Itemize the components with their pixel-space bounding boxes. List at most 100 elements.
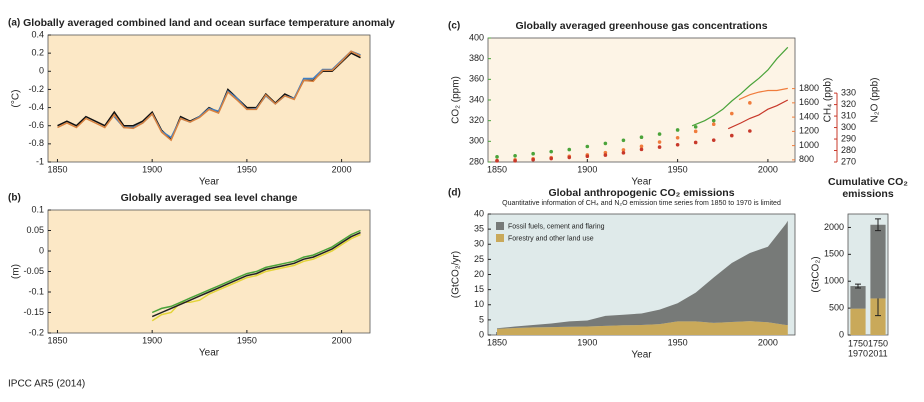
chart-title: Cumulative CO₂	[828, 176, 908, 188]
data-point	[657, 145, 662, 149]
plot-background	[487, 37, 796, 163]
data-point	[675, 135, 680, 140]
data-point	[675, 142, 680, 147]
data-point	[603, 141, 608, 146]
y2-tick-label: 1000	[799, 140, 819, 150]
y-tick-label: -0.05	[23, 266, 44, 276]
y-tick-label: -0.15	[23, 307, 44, 317]
chart-subtitle: Quantitative information of CH₄ and N₂O …	[502, 200, 781, 207]
y-tick-label: 0	[39, 245, 44, 255]
x-axis-label: Year	[199, 177, 220, 188]
y-tick-label: 0.2	[31, 48, 44, 58]
data-point	[549, 149, 554, 154]
y3-tick-label: 270	[841, 156, 856, 166]
data-point	[567, 155, 572, 160]
data-point	[531, 157, 535, 162]
y-tick-label: 300	[469, 136, 484, 146]
data-point	[549, 156, 554, 161]
y3-tick-label: 280	[841, 145, 856, 155]
y-tick-label: 400	[469, 32, 484, 42]
y3-tick-label: 300	[841, 122, 856, 132]
x-axis-label: Year	[199, 348, 220, 359]
y-tick-label: -1	[36, 156, 44, 166]
legend-swatch	[496, 222, 504, 230]
y-tick-label: 380	[469, 53, 484, 63]
legend-swatch	[496, 234, 504, 242]
chart-title: emissions	[842, 188, 894, 200]
x-tick-label: 1750	[868, 338, 888, 348]
data-point	[693, 129, 698, 134]
x-tick-label: 2000	[332, 164, 352, 174]
x-tick-label: 1850	[47, 164, 67, 174]
panel-label: (b)	[8, 193, 21, 204]
x-tick-label: 1750	[848, 338, 868, 348]
data-point	[621, 138, 626, 143]
x-tick-label: 1900	[577, 337, 597, 347]
y3-tick-label: 320	[841, 99, 856, 109]
data-point	[639, 147, 644, 152]
x-tick-label: 1970	[848, 348, 868, 358]
y-tick-label: 10	[474, 299, 484, 309]
y-tick-label: 0.4	[31, 29, 44, 39]
data-line	[151, 231, 361, 318]
data-point	[585, 144, 590, 149]
legend-label: Forestry and other land use	[508, 235, 594, 242]
data-point	[693, 140, 698, 145]
y-tick-label: 1500	[824, 249, 844, 259]
data-point	[621, 151, 626, 155]
data-point	[711, 138, 716, 142]
y-tick-label: 20	[474, 269, 484, 279]
y-axis-label: (GtCO₂)	[811, 256, 822, 292]
data-area	[497, 220, 788, 329]
data-point	[495, 159, 499, 163]
data-line	[691, 46, 789, 127]
x-tick-label: 2000	[758, 337, 778, 347]
y-tick-label: 280	[469, 156, 484, 166]
y-axis-label: (GtCO₂/yr)	[451, 251, 462, 298]
chart-title: Globally averaged sea level change	[121, 192, 298, 204]
y-tick-label: -0.8	[28, 138, 44, 148]
y3-tick-label: 310	[841, 110, 856, 120]
y-axis-label: (°C)	[11, 90, 22, 108]
error-bar	[855, 283, 861, 289]
y-tick-label: 320	[469, 115, 484, 125]
data-point	[657, 140, 662, 144]
data-point	[567, 147, 572, 152]
data-point	[603, 153, 608, 157]
y2-tick-label: 800	[799, 154, 814, 164]
bar-segment	[870, 298, 886, 335]
panel-label: (d)	[448, 188, 461, 199]
data-point	[513, 159, 517, 163]
chart-title: Globally averaged greenhouse gas concent…	[515, 20, 767, 32]
x-axis-label: Year	[631, 177, 652, 188]
data-point	[657, 132, 662, 136]
x-axis-label: Year	[631, 350, 652, 361]
x-tick-label: 1950	[237, 164, 257, 174]
data-area	[497, 321, 788, 335]
bar-segment	[870, 224, 886, 299]
y-tick-label: 360	[469, 74, 484, 84]
data-point	[639, 135, 644, 139]
y-tick-label: -0.2	[28, 327, 44, 337]
y-tick-label: 40	[474, 208, 484, 218]
y3-tick-label: 330	[841, 87, 856, 97]
data-point	[729, 133, 734, 138]
y-axis-label: (m)	[11, 264, 22, 279]
y2-tick-label: 1400	[799, 111, 819, 121]
x-tick-label: 1900	[577, 164, 597, 174]
x-tick-label: 1900	[142, 164, 162, 174]
data-point	[748, 101, 752, 105]
data-point	[675, 128, 680, 132]
data-point	[711, 122, 716, 127]
y-tick-label: 0.1	[31, 204, 44, 214]
y-tick-label: 0.05	[26, 225, 44, 235]
data-line	[151, 229, 361, 314]
x-tick-label: 1950	[668, 164, 688, 174]
panel-label: (a)	[8, 18, 20, 29]
x-tick-label: 1950	[668, 337, 688, 347]
y2-tick-label: 1600	[799, 97, 819, 107]
y-tick-label: -0.2	[28, 84, 44, 94]
y2-tick-label: 1200	[799, 126, 819, 136]
bar-segment	[850, 308, 866, 335]
y2-tick-label: 1800	[799, 83, 819, 93]
